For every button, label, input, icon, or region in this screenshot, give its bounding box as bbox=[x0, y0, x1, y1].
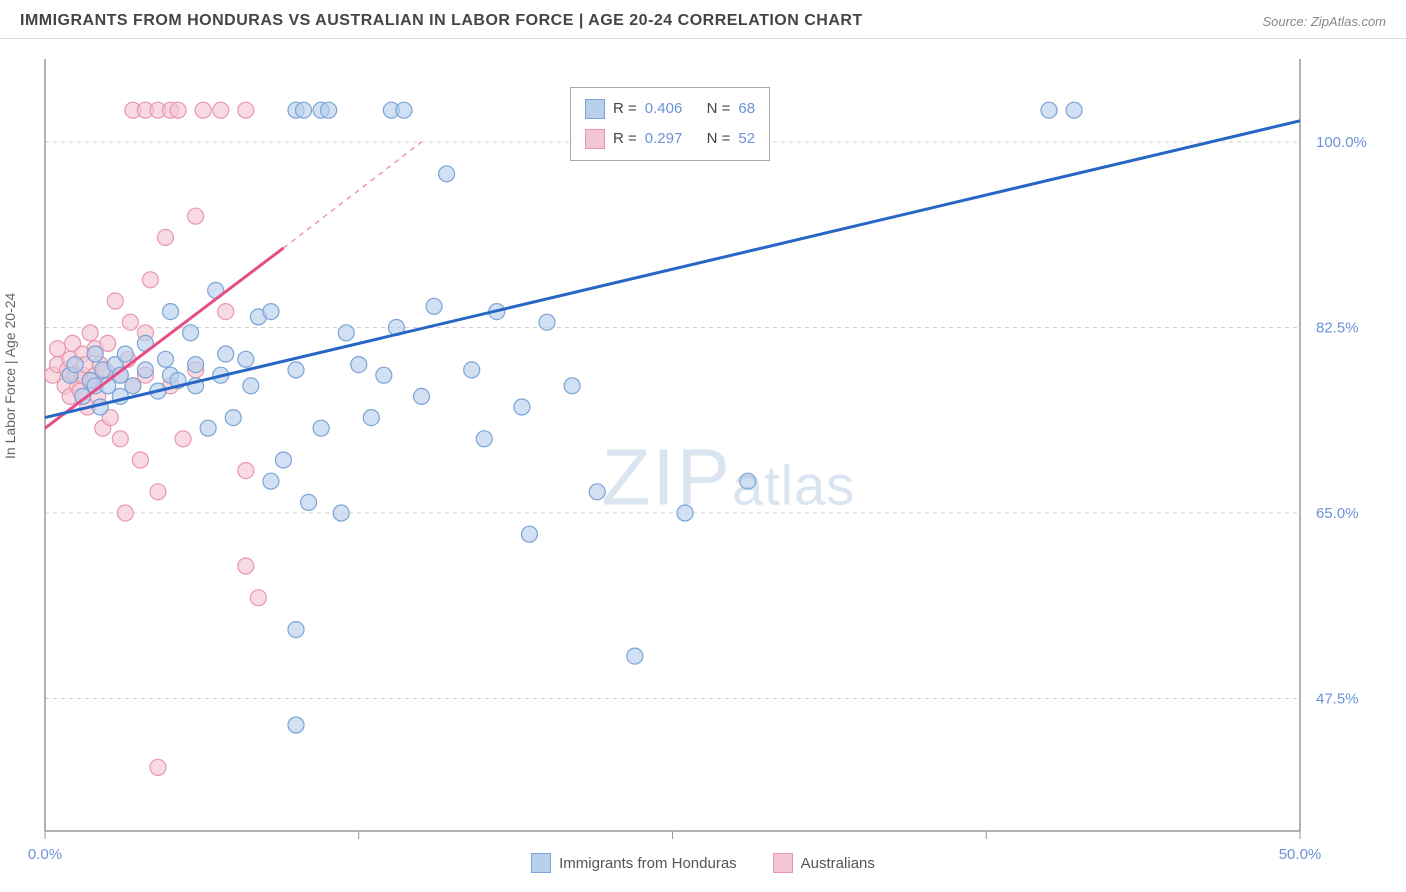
legend-n-label: N = bbox=[707, 94, 731, 124]
bottom-legend-label: Australians bbox=[801, 855, 875, 872]
svg-text:65.0%: 65.0% bbox=[1316, 505, 1359, 522]
legend-n-label: N = bbox=[707, 124, 731, 154]
bottom-legend: Immigrants from Honduras Australians bbox=[0, 853, 1406, 873]
legend-r-value: 0.406 bbox=[645, 94, 683, 124]
bottom-legend-item: Immigrants from Honduras bbox=[531, 853, 737, 873]
chart-area: In Labor Force | Age 20-24 ZIPatlas 47.5… bbox=[0, 39, 1406, 879]
legend-n-value: 52 bbox=[738, 124, 755, 154]
svg-text:47.5%: 47.5% bbox=[1316, 691, 1359, 708]
y-axis-label: In Labor Force | Age 20-24 bbox=[2, 293, 18, 459]
legend-swatch-australians bbox=[585, 129, 605, 149]
svg-text:82.5%: 82.5% bbox=[1316, 320, 1359, 337]
legend-n-value: 68 bbox=[738, 94, 755, 124]
chart-title: IMMIGRANTS FROM HONDURAS VS AUSTRALIAN I… bbox=[20, 12, 863, 30]
legend-swatch-australians bbox=[773, 853, 793, 873]
svg-text:100.0%: 100.0% bbox=[1316, 134, 1367, 151]
legend-swatch-honduras bbox=[531, 853, 551, 873]
legend-r-value: 0.297 bbox=[645, 124, 683, 154]
chart-source: Source: ZipAtlas.com bbox=[1262, 14, 1386, 29]
legend-r-label: R = bbox=[613, 124, 637, 154]
bottom-legend-label: Immigrants from Honduras bbox=[559, 855, 737, 872]
legend-r-label: R = bbox=[613, 94, 637, 124]
correlation-legend-box: R = 0.406 N = 68 R = 0.297 N = 52 bbox=[570, 87, 770, 161]
legend-row: R = 0.406 N = 68 bbox=[585, 94, 755, 124]
chart-header: IMMIGRANTS FROM HONDURAS VS AUSTRALIAN I… bbox=[0, 0, 1406, 39]
legend-row: R = 0.297 N = 52 bbox=[585, 124, 755, 154]
bottom-legend-item: Australians bbox=[773, 853, 875, 873]
scatter-plot-svg: 47.5%65.0%82.5%100.0%0.0%50.0% bbox=[0, 39, 1406, 879]
legend-swatch-honduras bbox=[585, 99, 605, 119]
